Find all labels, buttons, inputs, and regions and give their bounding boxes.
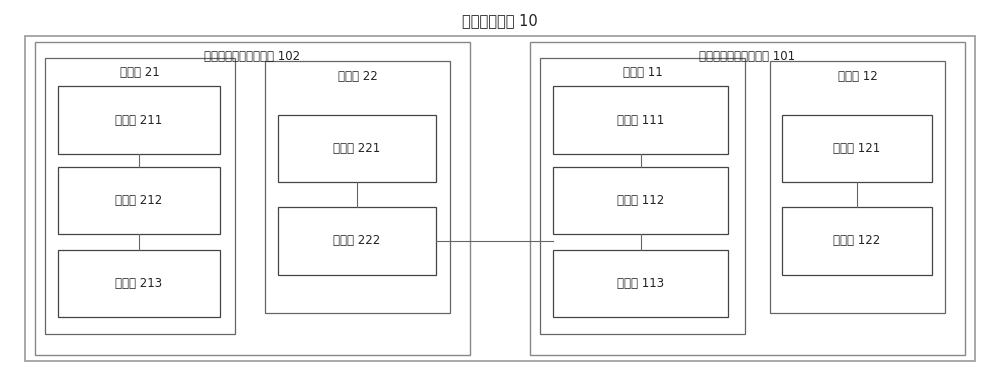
Text: 第一数据报文传输设备 101: 第一数据报文传输设备 101 — [699, 50, 796, 63]
Text: 补偿器 212: 补偿器 212 — [115, 194, 163, 207]
Bar — [45, 58, 235, 334]
Bar — [770, 61, 945, 313]
Text: 发送端 11: 发送端 11 — [623, 66, 662, 79]
Text: 发送器 213: 发送器 213 — [115, 277, 163, 290]
Text: 发送端 21: 发送端 21 — [120, 66, 160, 79]
Text: 第二数据报文传输设备 102: 第二数据报文传输设备 102 — [204, 50, 301, 63]
Bar — [58, 250, 220, 317]
Text: 接收器 221: 接收器 221 — [333, 142, 381, 155]
Bar — [553, 86, 728, 154]
Bar — [553, 250, 728, 317]
Bar — [530, 42, 965, 355]
Text: 分析器 111: 分析器 111 — [617, 114, 664, 126]
Text: 探测器 122: 探测器 122 — [833, 235, 881, 247]
Text: 分析器 211: 分析器 211 — [115, 114, 163, 126]
Bar — [25, 36, 975, 361]
Bar — [278, 207, 436, 275]
Text: 补偿器 112: 补偿器 112 — [617, 194, 664, 207]
Bar — [58, 167, 220, 234]
Text: 接收端 12: 接收端 12 — [838, 70, 877, 83]
Bar — [553, 167, 728, 234]
Text: 探测器 222: 探测器 222 — [333, 235, 381, 247]
Text: 报文传输系统 10: 报文传输系统 10 — [462, 13, 538, 29]
Bar — [35, 42, 470, 355]
Text: 接收端 22: 接收端 22 — [338, 70, 377, 83]
Text: 接收器 121: 接收器 121 — [833, 142, 881, 155]
Bar — [782, 207, 932, 275]
Bar — [265, 61, 450, 313]
Text: 发送器 113: 发送器 113 — [617, 277, 664, 290]
Bar — [278, 115, 436, 182]
Bar — [782, 115, 932, 182]
Bar — [540, 58, 745, 334]
Bar — [58, 86, 220, 154]
